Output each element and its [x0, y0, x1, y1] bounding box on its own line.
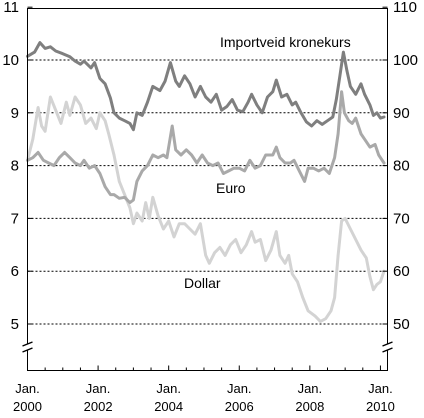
x-tick-label: Jan. — [368, 381, 393, 396]
y-right-tick-label: 80 — [393, 158, 410, 175]
y-left-tick-label: 5 — [11, 316, 19, 333]
series-label-import: Importveid kronekurs — [220, 34, 351, 50]
x-tick-label: 2002 — [84, 399, 113, 414]
y-right-tick-label: 50 — [393, 316, 410, 333]
y-right-tick-label: 70 — [393, 210, 410, 227]
y-left-tick-label: 6 — [11, 263, 19, 280]
y-left-tick-label: 7 — [11, 210, 19, 227]
axis-break-gap — [22, 344, 33, 350]
series-line-euro — [26, 90, 386, 205]
x-tick-label: Jan. — [15, 381, 40, 396]
y-left-tick-label: 10 — [2, 52, 19, 69]
axis-break-slash — [382, 341, 393, 347]
series-label-euro: Euro — [216, 180, 246, 196]
x-tick-label: 2000 — [13, 399, 42, 414]
x-tick-label: 2008 — [295, 399, 324, 414]
x-tick-label: Jan. — [227, 381, 252, 396]
y-left-tick-label: 11 — [3, 0, 19, 16]
axis-break-marks — [22, 341, 393, 353]
y-right-tick-label: 110 — [393, 0, 417, 16]
series-label-dollar: Dollar — [184, 275, 221, 291]
axis-break-slash — [22, 347, 33, 353]
axis-break-slash — [382, 347, 393, 353]
series-line-importveid-kronekurs — [26, 41, 386, 132]
axes — [27, 8, 388, 371]
x-tick-label: 2004 — [154, 399, 183, 414]
y-right-tick-label: 90 — [393, 105, 410, 122]
x-tick-label: Jan. — [156, 381, 181, 396]
y-left-tick-label: 8 — [11, 158, 19, 175]
series-line-dollar — [26, 95, 386, 323]
axis-break-slash — [22, 341, 33, 347]
x-tick-label: 2010 — [366, 399, 395, 414]
axis-break-gap — [382, 344, 393, 350]
x-tick-label: 2006 — [225, 399, 254, 414]
tick-labels: 5 6 7 8 9 10 11 50 60 70 80 90 100 110 Jan. 2000 Jan. 200… — [2, 0, 418, 414]
x-tick-label: Jan. — [86, 381, 111, 396]
plot-frame — [27, 8, 388, 371]
series-labels: Importveid kronekurs Euro Dollar — [184, 34, 351, 291]
series-lines — [26, 41, 386, 323]
y-left-tick-label: 9 — [11, 105, 19, 122]
y-right-tick-label: 100 — [393, 52, 418, 69]
x-tick-label: Jan. — [298, 381, 323, 396]
y-right-tick-label: 60 — [393, 263, 410, 280]
